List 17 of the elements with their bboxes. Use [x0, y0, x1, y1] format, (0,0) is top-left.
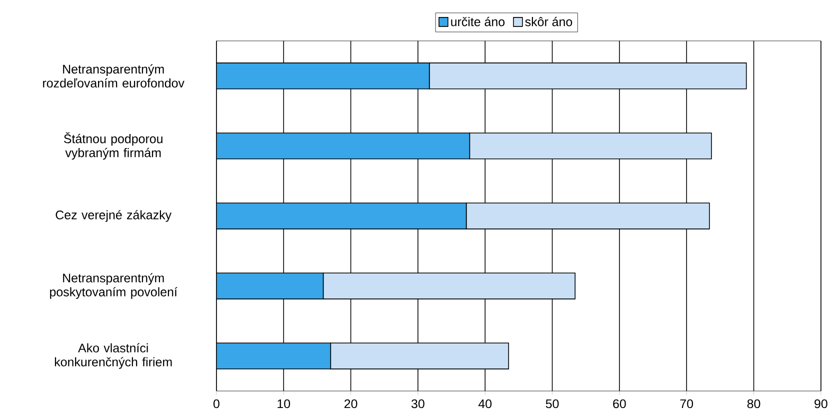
y-tick-label: Ako vlastníci konkurenčných firiem — [54, 342, 172, 369]
y-tick-label: Netransparentným rozdeľovaním eurofondov — [43, 64, 184, 88]
x-tick-label: 90 — [814, 399, 828, 408]
x-tick-label: 40 — [478, 399, 492, 408]
legend-label: skôr áno — [525, 16, 572, 26]
x-tick-label: 80 — [747, 399, 760, 408]
x-tick-label: 0 — [213, 399, 220, 408]
x-tick-label: 10 — [278, 399, 290, 408]
x-tick-label: 60 — [613, 399, 626, 408]
x-tick-label: 70 — [680, 399, 694, 408]
legend-label: určite áno — [451, 16, 505, 26]
y-tick-label: Cez verejné zákazky — [56, 210, 172, 222]
y-tick-label: Štátnou podporou vybraným firmám — [64, 132, 162, 160]
x-tick-label: 30 — [411, 399, 424, 408]
x-tick-label: 20 — [344, 399, 358, 408]
y-tick-label: Netransparentným poskytovaním povolení — [50, 272, 178, 299]
x-tick-label: 50 — [546, 399, 559, 408]
